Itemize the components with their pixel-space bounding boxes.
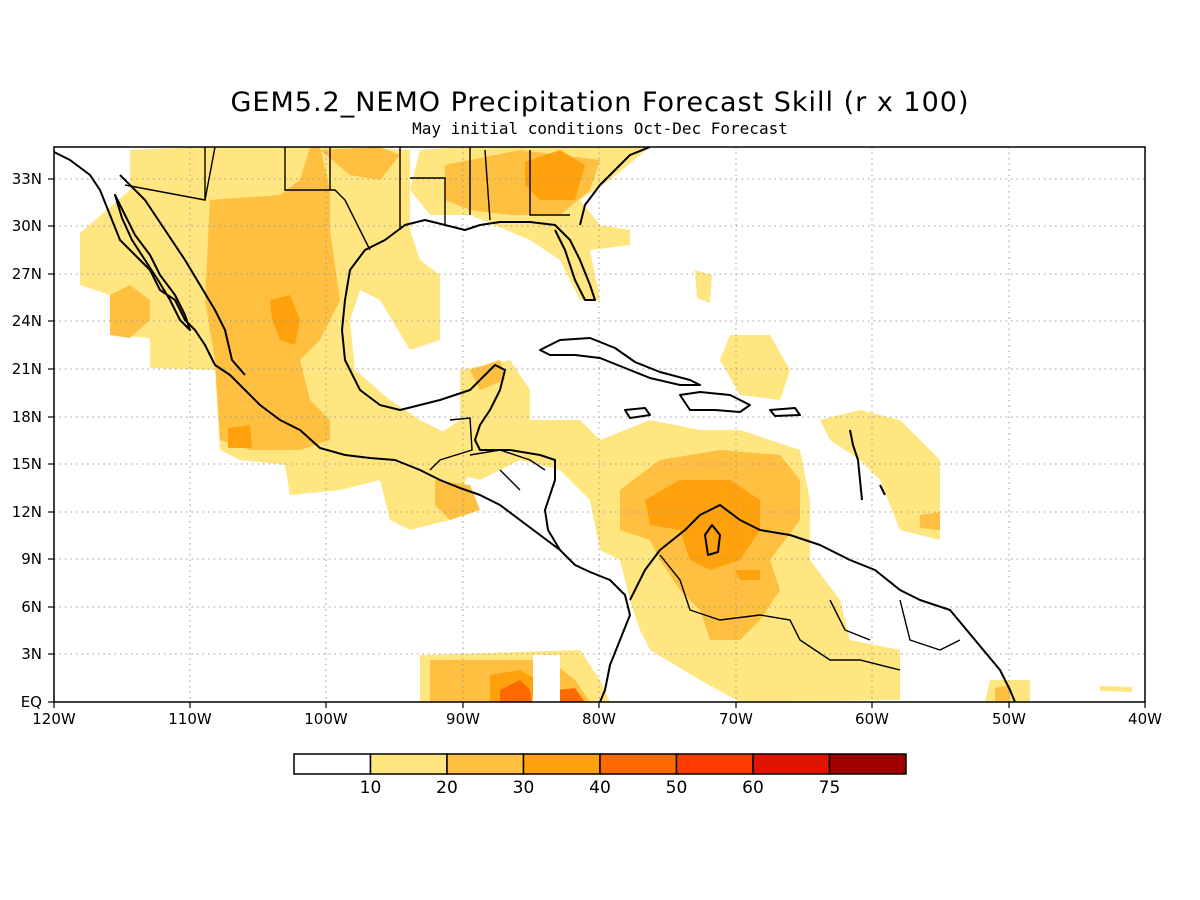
x-tick-label: 80W [582, 710, 616, 728]
colorbar: 10 20 30 40 50 60 75 [293, 753, 907, 798]
coastlines [54, 147, 1016, 702]
x-tick-label: 110W [168, 710, 212, 728]
colorbar-swatch [752, 753, 831, 775]
y-tick-label: 24N [12, 312, 42, 330]
colorbar-swatch [522, 753, 601, 775]
colorbar-label: 40 [589, 778, 611, 798]
x-tick-label: 70W [719, 710, 753, 728]
colorbar-swatch [599, 753, 678, 775]
colorbar-label: 20 [436, 778, 458, 798]
map-plot-area [54, 147, 1145, 702]
skill-shading-40 [500, 680, 585, 702]
x-tick-label: 90W [446, 710, 480, 728]
y-axis-labels: EQ 3N 6N 9N 12N 15N 18N 21N 24N 27N 30N … [12, 170, 42, 711]
x-tick-label: 100W [304, 710, 348, 728]
y-tick-label: 15N [12, 455, 42, 473]
x-tick-label: 60W [855, 710, 889, 728]
colorbar-label: 75 [819, 778, 841, 798]
y-tick-label: 12N [12, 503, 42, 521]
x-tick-label: 120W [32, 710, 76, 728]
colorbar-swatch [675, 753, 754, 775]
x-axis-labels: 120W 110W 100W 90W 80W 70W 60W 50W 40W [32, 710, 1162, 728]
colorbar-swatch [446, 753, 525, 775]
y-tick-label: 9N [21, 550, 42, 568]
skill-shading-30 [228, 150, 760, 702]
y-tick-label: 18N [12, 408, 42, 426]
map-title: GEM5.2_NEMO Precipitation Forecast Skill… [231, 87, 970, 118]
y-tick-label: EQ [21, 693, 42, 711]
y-tick-label: 27N [12, 265, 42, 283]
colorbar-swatch [828, 753, 907, 775]
colorbar-label: 10 [360, 778, 382, 798]
y-tick-label: 6N [21, 598, 42, 616]
x-tick-label: 40W [1128, 710, 1162, 728]
lat-lon-grid [54, 147, 1145, 702]
map-subtitle: May initial conditions Oct-Dec Forecast [412, 119, 788, 138]
country-borders [124, 147, 961, 671]
colorbar-label: 50 [666, 778, 688, 798]
colorbar-swatch [369, 753, 448, 775]
y-tick-label: 33N [12, 170, 42, 188]
y-tick-label: 3N [21, 645, 42, 663]
axis-ticks [48, 178, 1146, 708]
y-tick-label: 30N [12, 217, 42, 235]
colorbar-label: 30 [513, 778, 535, 798]
colorbar-label: 60 [742, 778, 764, 798]
y-tick-label: 21N [12, 360, 42, 378]
x-tick-label: 50W [992, 710, 1026, 728]
colorbar-swatch [293, 753, 372, 775]
